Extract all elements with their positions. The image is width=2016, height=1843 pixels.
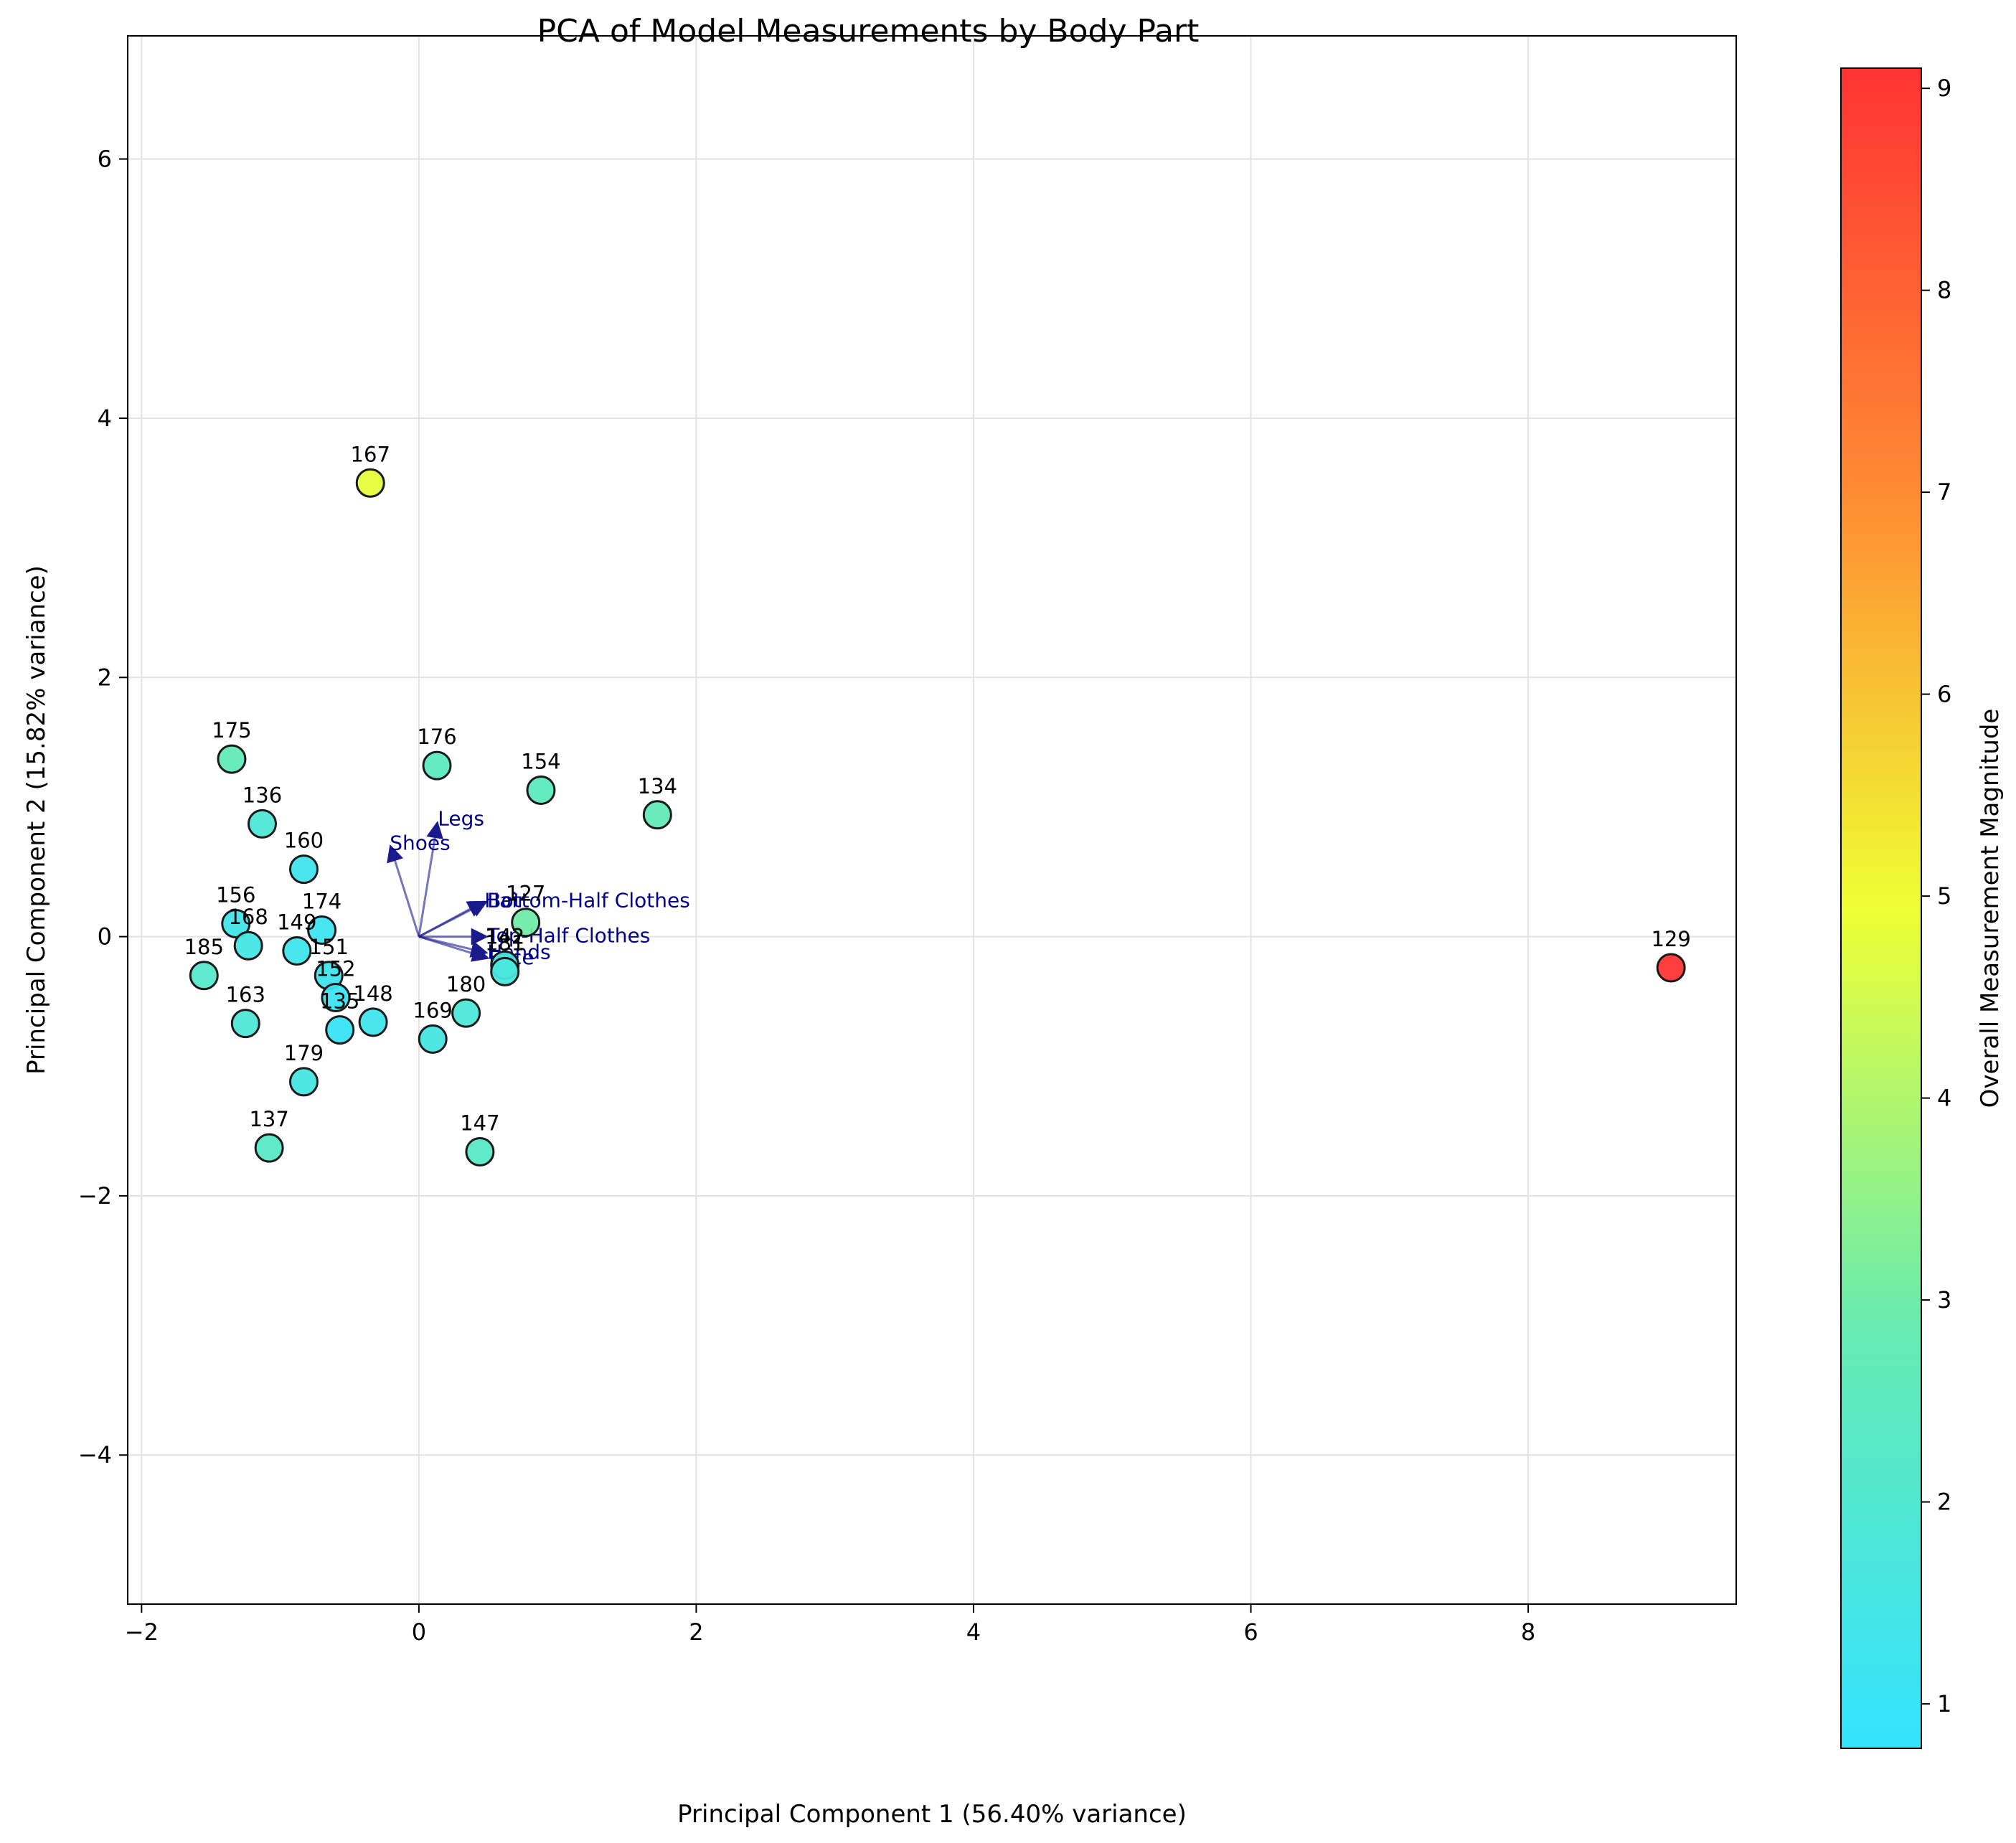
- data-point: [282, 935, 312, 966]
- colorbar-tick-label: 5: [1937, 882, 1951, 910]
- point-label: 147: [460, 1111, 499, 1135]
- data-point: [189, 961, 219, 991]
- point-label: 169: [413, 998, 453, 1022]
- y-axis-label: Principal Component 2 (15.82% variance): [22, 565, 51, 1075]
- point-label: 135: [320, 989, 359, 1014]
- y-axis-ticks: −4 −2 0 2 4 6: [78, 146, 128, 1469]
- data-point: [288, 1067, 319, 1097]
- colorbar-tick-label: 1: [1937, 1690, 1951, 1717]
- colorbar: [1840, 67, 1922, 1749]
- y-tick-label: −2: [78, 1182, 112, 1210]
- point-label: 167: [351, 442, 390, 466]
- chart-title: PCA of Model Measurements by Body Part: [537, 13, 1200, 50]
- colorbar-label: Overall Measurement Magnitude: [1976, 709, 2005, 1108]
- data-point: [511, 908, 541, 938]
- data-point: [358, 1007, 388, 1037]
- x-tick-label: 4: [966, 1618, 981, 1646]
- data-point: [418, 1024, 448, 1054]
- point-label: 137: [249, 1107, 288, 1131]
- x-tick-label: 2: [689, 1618, 703, 1646]
- data-point: [221, 909, 251, 939]
- colorbar-tick-label: 8: [1937, 277, 1951, 304]
- data-point: [217, 744, 247, 774]
- point-label: 149: [277, 910, 316, 934]
- data-point: [526, 775, 556, 805]
- y-tick-label: 0: [98, 923, 112, 951]
- data-points: [189, 468, 1686, 1166]
- colorbar-tick-label: 6: [1937, 681, 1951, 708]
- data-point: [254, 1133, 284, 1163]
- y-tick-label: −4: [78, 1441, 112, 1469]
- x-axis-ticks: −2 0 2 4 6 8: [125, 1604, 1535, 1646]
- loading-arrow: [418, 935, 490, 962]
- point-label: 160: [284, 829, 324, 853]
- point-label: 134: [638, 774, 677, 798]
- colorbar-ticks: 1 2 3 4 5 6 7 8 9: [1921, 75, 1951, 1717]
- loading-arrow: [418, 821, 443, 937]
- point-label: 163: [226, 983, 265, 1007]
- point-label: 185: [184, 935, 224, 959]
- data-point: [451, 998, 481, 1028]
- x-tick-label: 6: [1243, 1618, 1258, 1646]
- loading-label: Shoes: [390, 831, 450, 855]
- colorbar-tick-label: 2: [1937, 1489, 1951, 1516]
- x-axis-label: Principal Component 1 (56.40% variance): [677, 1800, 1187, 1829]
- colorbar-tick-label: 7: [1937, 479, 1951, 506]
- x-tick-label: 0: [412, 1618, 426, 1646]
- data-point: [490, 956, 520, 986]
- loading-label: Legs: [438, 806, 484, 830]
- point-label: 181: [485, 930, 524, 955]
- x-tick-label: −2: [125, 1618, 159, 1646]
- data-point: [642, 800, 672, 830]
- colorbar-tick-label: 9: [1937, 75, 1951, 102]
- y-tick-label: 6: [98, 146, 112, 173]
- data-point: [233, 930, 263, 961]
- loading-arrow: [418, 900, 486, 938]
- point-label: 179: [284, 1041, 324, 1065]
- data-point: [325, 1015, 355, 1045]
- data-point: [288, 854, 319, 885]
- colorbar-tick-label: 4: [1937, 1085, 1951, 1112]
- point-label: 152: [316, 957, 355, 981]
- colorbar-tick-label: 3: [1937, 1286, 1951, 1314]
- data-point: [247, 809, 277, 839]
- loading-label: Hair: [484, 888, 526, 912]
- point-label: 136: [242, 783, 282, 807]
- point-label: 175: [212, 718, 251, 743]
- point-label: 176: [417, 725, 456, 749]
- point-label: 154: [521, 749, 560, 773]
- x-tick-label: 8: [1521, 1618, 1535, 1646]
- grid: [128, 36, 1736, 1604]
- data-point: [307, 915, 337, 946]
- data-point: [321, 983, 351, 1013]
- plot-frame: [127, 35, 1737, 1605]
- point-label: 168: [228, 905, 268, 929]
- loading-label: Bottom-Half Clothes: [487, 888, 690, 912]
- point-label: 156: [216, 883, 255, 908]
- point-label: 148: [353, 981, 392, 1006]
- y-tick-label: 4: [98, 405, 112, 432]
- point-label: 142: [485, 924, 524, 948]
- point-label: 174: [302, 890, 342, 914]
- y-tick-label: 2: [98, 664, 112, 691]
- point-label: 127: [506, 882, 545, 906]
- point-label: 180: [446, 972, 486, 996]
- loading-arrow: [387, 844, 420, 938]
- data-point: [465, 1136, 495, 1166]
- data-point: [1656, 953, 1686, 983]
- data-point: [230, 1009, 260, 1039]
- point-label: 129: [1651, 927, 1690, 951]
- data-point: [422, 750, 452, 781]
- point-label: 151: [309, 935, 349, 959]
- data-point: [355, 468, 385, 498]
